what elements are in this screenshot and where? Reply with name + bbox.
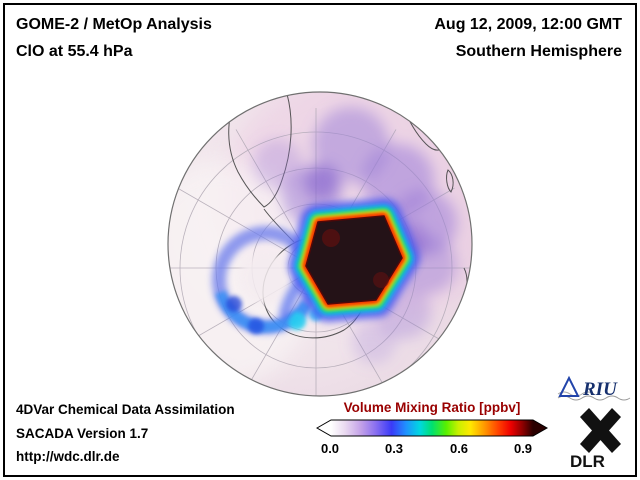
colorbar-tick-1: 0.3 (384, 441, 404, 456)
dlr-logo: DLR (568, 404, 634, 475)
colorbar-title: Volume Mixing Ratio [ppbv] (343, 400, 521, 415)
globe-limb (167, 91, 473, 397)
riu-logo-text: RIU (582, 379, 618, 400)
dlr-emblem-icon (580, 408, 621, 453)
hemisphere-label: Southern Hemisphere (455, 43, 622, 60)
clo-field (212, 107, 457, 364)
hemisphere-map (167, 91, 473, 397)
wdc-url-label: http://wdc.dlr.de (16, 449, 120, 464)
header-right: Aug 12, 2009, 12:00 GMT Southern Hemisph… (434, 11, 622, 65)
footer-left: 4DVar Chemical Data Assimilation SACADA … (16, 398, 235, 469)
colorbar-tick-0: 0.0 (320, 441, 340, 456)
riu-peak-icon (558, 375, 580, 397)
riu-wave-lines-icon (557, 395, 631, 401)
colorbar-arrow-bar (315, 419, 549, 437)
species-level-label: ClO at 55.4 hPa (16, 43, 133, 60)
version-label: SACADA Version 1.7 (16, 425, 149, 441)
dlr-logo-text: DLR (570, 452, 605, 470)
colorbar: 0.0 0.3 0.6 0.9 (315, 417, 549, 477)
header-left: GOME-2 / MetOp Analysis ClO at 55.4 hPa (16, 11, 212, 65)
assimilation-label: 4DVar Chemical Data Assimilation (16, 402, 235, 417)
colorbar-tick-2: 0.6 (449, 441, 469, 456)
vortex-clo-maximum (279, 198, 420, 322)
colorbar-tick-3: 0.9 (513, 441, 533, 456)
datetime-label: Aug 12, 2009, 12:00 GMT (434, 16, 622, 33)
madagascar-coast (446, 169, 454, 193)
analysis-title: GOME-2 / MetOp Analysis (16, 16, 212, 33)
colorbar-scale (315, 419, 549, 437)
riu-logo: RIU (556, 374, 632, 407)
